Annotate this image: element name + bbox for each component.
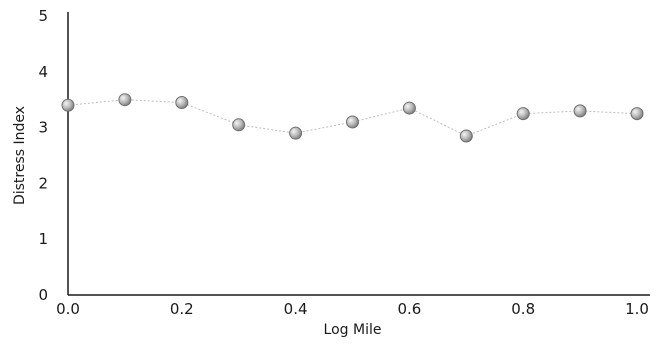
series-line [67,99,638,137]
data-point [402,101,416,115]
data-point [346,115,359,129]
y-tick-label: 2 [38,174,48,192]
y-tick-label: 4 [38,63,48,81]
data-point [516,107,530,121]
data-point [630,107,644,121]
x-tick-label: 0.4 [284,300,308,318]
x-axis-title: Log Mile [324,322,382,338]
x-tick-label: 0.8 [511,300,535,318]
data-point [289,126,303,140]
y-tick-label: 1 [38,230,48,248]
y-tick-label: 3 [38,119,48,137]
data-point [459,129,473,143]
x-tick-label: 0.0 [56,300,80,318]
y-tick-labels: 0 1 2 3 4 5 [38,7,48,304]
y-axis-title: Distress Index [12,106,28,205]
data-point [61,98,75,112]
x-tick-labels: 0.0 0.2 0.4 0.6 0.8 1.0 [56,300,649,318]
x-tick-label: 0.2 [170,300,194,318]
data-points [61,93,644,143]
y-tick-label: 5 [38,7,48,25]
x-tick-label: 1.0 [625,300,649,318]
data-point [175,95,189,109]
data-point [573,104,587,118]
data-point [118,93,132,107]
x-tick-label: 0.6 [397,300,421,318]
y-tick-label: 0 [38,286,48,304]
data-point [232,118,246,132]
